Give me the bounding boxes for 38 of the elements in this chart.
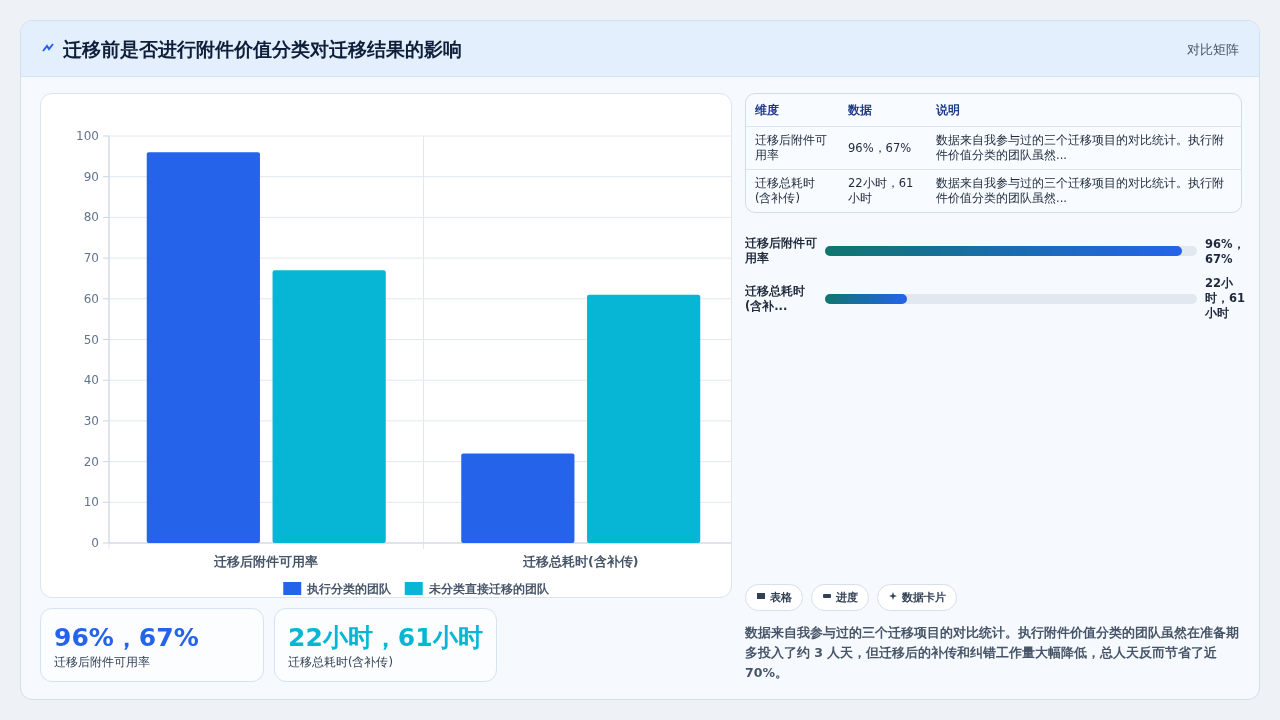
bar	[587, 294, 701, 543]
y-tick-label: 80	[83, 210, 99, 225]
y-tick-label: 40	[83, 373, 99, 388]
y-tick-label: 迁移总耗时(含补...	[745, 283, 806, 314]
text: 数据来自我参与过的三个迁移项目的对比统计。执行附件价值分类的团队虽然...	[927, 169, 1241, 212]
y-tick-label: 100	[76, 129, 99, 143]
text: 维度	[754, 101, 780, 119]
y-tick-label: 70	[83, 251, 99, 266]
bar	[461, 453, 575, 543]
y-tick-label: 0	[91, 536, 99, 550]
text: 22小时，61小时	[839, 169, 927, 212]
text: 说明	[935, 101, 961, 119]
data-label: 22小时，61小时	[1205, 276, 1246, 321]
y-tick-label: 50	[83, 332, 99, 347]
legend-label: 执行分类的团队	[306, 582, 393, 596]
text: 进度	[811, 584, 869, 611]
y-tick-label: 60	[83, 291, 99, 306]
text: 对比矩阵	[1187, 41, 1239, 59]
bar	[146, 152, 260, 543]
text: 数据	[847, 101, 873, 119]
text: 迁移前是否进行附件价值分类对迁移结果的影响	[63, 37, 462, 62]
y-tick-label: 20	[83, 454, 99, 469]
y-tick-label: 30	[83, 413, 99, 428]
text: 22小时，61小时	[288, 622, 483, 654]
text: 迁移总耗时(含补传)	[746, 169, 839, 212]
text: 数据来自我参与过的三个迁移项目的对比统计。执行附件价值分类的团队虽然在准备期多投入了约 3 人天，但迁移后的补传和纠错工作量大幅降低，总人天反而节省了近 70%。	[745, 624, 1240, 682]
text: 96%，67%	[54, 622, 199, 654]
text: 迁移总耗时(含补传)	[288, 655, 393, 670]
text: 迁移后附件可用率	[54, 655, 150, 670]
legend-label: 未分类直接迁移的团队	[427, 582, 550, 596]
text: 数据卡片	[877, 584, 957, 611]
bar	[272, 270, 386, 543]
text: 表格	[745, 584, 803, 611]
y-tick-label: 90	[83, 169, 99, 184]
data-label: 96%，67%	[1205, 236, 1245, 266]
text: 96%，67%	[839, 126, 927, 170]
y-tick-label: 10	[83, 495, 99, 510]
text: 数据来自我参与过的三个迁移项目的对比统计。执行附件价值分类的团队虽然...	[927, 126, 1241, 170]
